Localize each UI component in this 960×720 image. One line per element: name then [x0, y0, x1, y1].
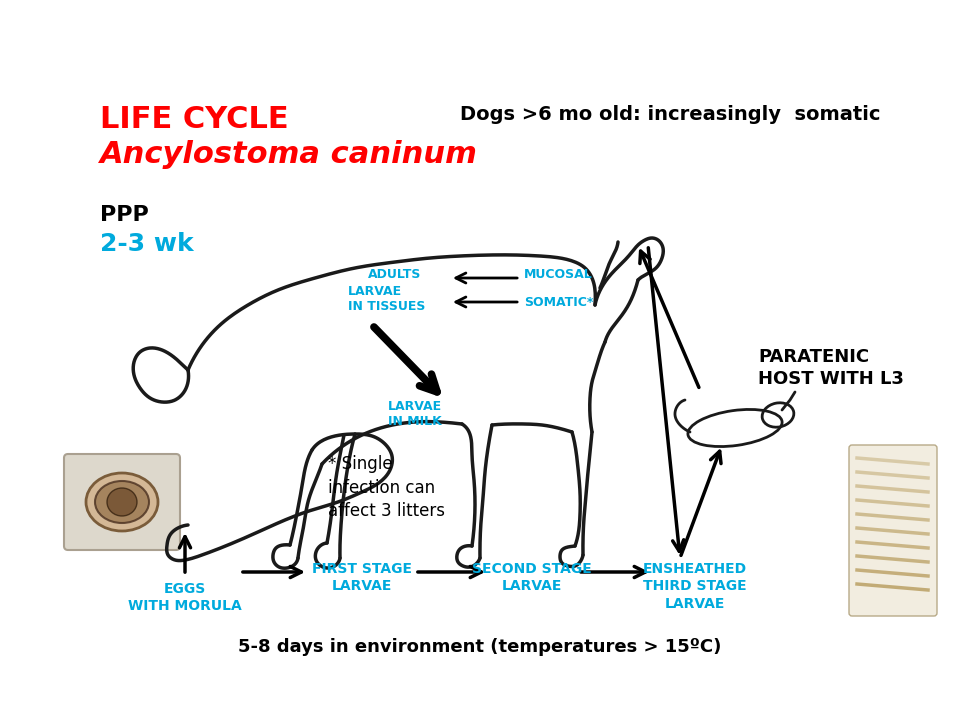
Text: PPP: PPP	[100, 205, 149, 225]
Text: PARATENIC
HOST WITH L3: PARATENIC HOST WITH L3	[758, 348, 904, 388]
Text: FIRST STAGE
LARVAE: FIRST STAGE LARVAE	[312, 562, 412, 593]
Text: * Single
infection can
affect 3 litters: * Single infection can affect 3 litters	[328, 455, 445, 520]
Text: SOMATIC*: SOMATIC*	[524, 295, 593, 308]
Text: ADULTS: ADULTS	[368, 269, 421, 282]
Text: LIFE CYCLE: LIFE CYCLE	[100, 105, 289, 134]
Text: Ancylostoma caninum: Ancylostoma caninum	[100, 140, 478, 169]
Text: LARVAE
IN TISSUES: LARVAE IN TISSUES	[348, 285, 425, 313]
Text: SECOND STAGE
LARVAE: SECOND STAGE LARVAE	[472, 562, 592, 593]
Text: MUCOSAL: MUCOSAL	[524, 269, 592, 282]
Ellipse shape	[107, 488, 137, 516]
Text: 5-8 days in environment (temperatures > 15ºC): 5-8 days in environment (temperatures > …	[238, 638, 722, 656]
Text: Dogs >6 mo old: increasingly  somatic: Dogs >6 mo old: increasingly somatic	[460, 105, 880, 124]
Text: EGGS
WITH MORULA: EGGS WITH MORULA	[128, 582, 242, 613]
Text: LARVAE
IN MILK: LARVAE IN MILK	[388, 400, 442, 428]
Ellipse shape	[86, 473, 158, 531]
Text: 2-3 wk: 2-3 wk	[100, 232, 194, 256]
FancyBboxPatch shape	[849, 445, 937, 616]
Ellipse shape	[95, 481, 149, 523]
Text: ENSHEATHED
THIRD STAGE
LARVAE: ENSHEATHED THIRD STAGE LARVAE	[643, 562, 747, 611]
FancyBboxPatch shape	[64, 454, 180, 550]
